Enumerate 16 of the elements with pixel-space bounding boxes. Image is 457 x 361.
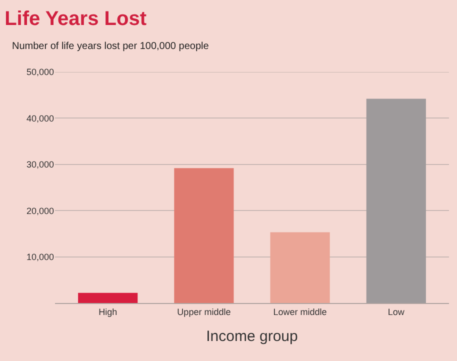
x-tick-label: High <box>98 306 118 317</box>
x-tick-label: Upper middle <box>177 306 231 317</box>
bar <box>78 292 138 303</box>
chart-subtitle: Number of life years lost per 100,000 people <box>12 41 210 52</box>
x-tick-label: Low <box>388 306 405 317</box>
chart-title: Life Years Lost <box>4 8 147 30</box>
x-tick-label: Lower middle <box>273 306 327 317</box>
bar <box>174 168 234 303</box>
bar <box>366 98 426 303</box>
x-axis-title: Income group <box>206 328 298 345</box>
bar <box>270 232 330 303</box>
y-tick-label: 20,000 <box>26 206 54 216</box>
y-tick-label: 10,000 <box>26 252 54 262</box>
y-tick-label: 30,000 <box>26 160 54 170</box>
y-tick-label: 40,000 <box>26 113 54 124</box>
y-tick-label: 50,000 <box>26 67 54 78</box>
